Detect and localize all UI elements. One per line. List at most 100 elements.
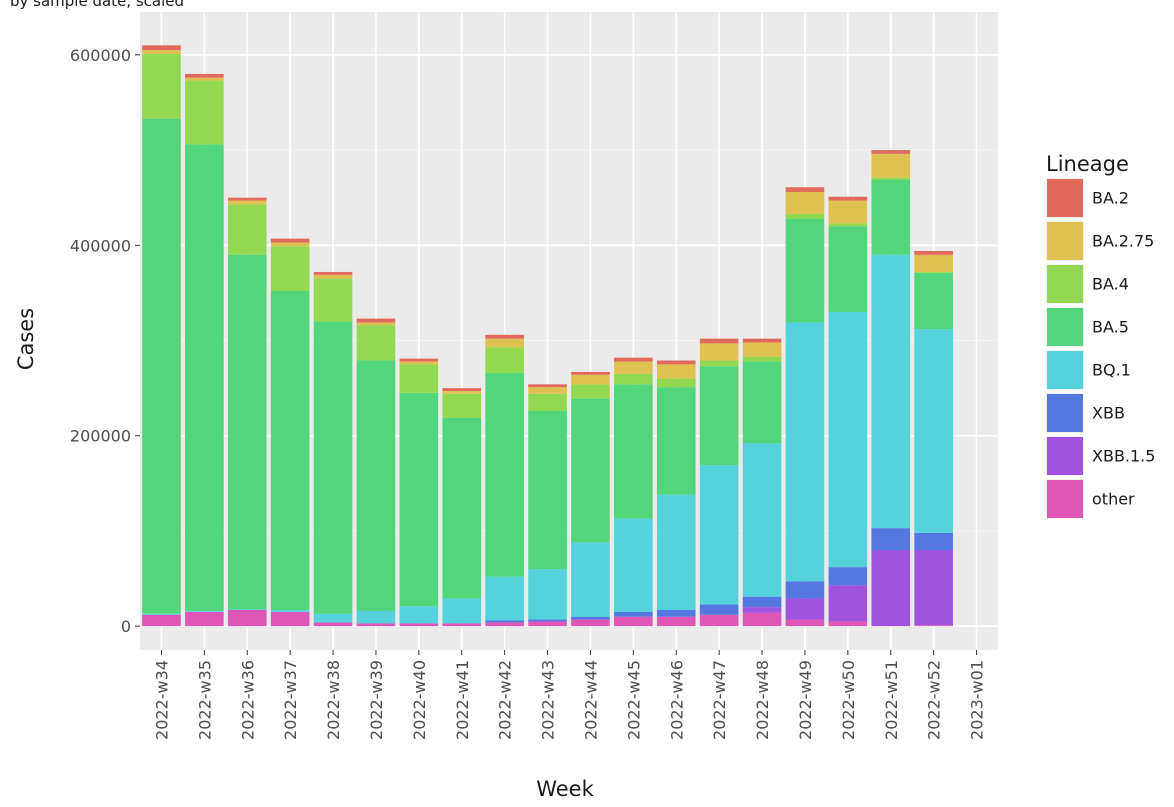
- bar-segment-bq-1: [742, 443, 782, 597]
- bar-segment-ba-4: [914, 271, 953, 273]
- bar-segment-ba-5: [142, 118, 181, 614]
- bar-segment-xbb-1-5: [742, 607, 782, 613]
- bar-segment-ba-2: [528, 384, 567, 388]
- bar-segment-ba-2: [270, 238, 310, 243]
- bar-segment-ba-2: [442, 388, 482, 391]
- bar-segment-other: [528, 621, 567, 627]
- y-axis-ticks: 0 200000 400000 600000: [70, 46, 140, 636]
- x-tick-label: 2022-w37: [281, 660, 300, 740]
- chart-subtitle: by sample date, scaled: [10, 0, 184, 10]
- bar-segment-ba-2: [614, 357, 653, 362]
- bar-segment-ba-4: [614, 373, 653, 385]
- bar-segment-bq-1: [356, 610, 396, 624]
- bar-segment-ba-2: [399, 358, 439, 362]
- bar-segment-ba-5: [356, 360, 396, 611]
- bar-segment-ba-4: [699, 360, 739, 367]
- bar-segment-bq-1: [914, 329, 953, 533]
- bar-segment-bq-1: [571, 542, 610, 617]
- bar-segment-bq-1: [656, 494, 696, 611]
- bar-segment-bq-1: [313, 613, 353, 623]
- bar-segment-ba-4: [571, 384, 610, 399]
- bar-segment-ba-5: [656, 387, 696, 495]
- bar-segment-ba-5: [785, 218, 825, 323]
- bar-segment-ba-2-75: [614, 361, 653, 374]
- bar-segment-ba-2-75: [871, 153, 911, 178]
- bar-segment-ba-4: [656, 378, 696, 388]
- bar-segment-xbb-1-5: [914, 550, 953, 626]
- bar-segment-ba-4: [442, 393, 482, 418]
- bar-segment-ba-5: [270, 291, 310, 611]
- bar-segment-ba-5: [742, 361, 782, 444]
- bar-segment-ba-5: [528, 410, 567, 570]
- bar-segment-other: [914, 625, 953, 627]
- x-tick-label: 2022-w36: [238, 660, 257, 740]
- bar-segment-ba-5: [485, 372, 524, 577]
- bar-segment-xbb: [785, 581, 825, 599]
- bar-segment-ba-4: [185, 80, 224, 145]
- bar-segment-ba-4: [313, 278, 353, 322]
- bar-segment-ba-2-75: [356, 322, 396, 326]
- bar-segment-bq-1: [442, 598, 482, 624]
- y-tick-label: 400000: [70, 236, 131, 255]
- bar-segment-ba-2-75: [528, 387, 567, 394]
- bar-segment-xbb: [571, 616, 610, 620]
- x-tick-label: 2022-w47: [710, 660, 729, 740]
- legend-swatch: [1047, 308, 1083, 346]
- bar-segment-other: [485, 622, 524, 627]
- x-tick-label: 2022-w52: [925, 660, 944, 740]
- bar-segment-ba-2-75: [656, 364, 696, 379]
- bar-segment-ba-2-75: [785, 191, 825, 214]
- bar-segment-bq-1: [142, 613, 181, 615]
- bar-segment-ba-4: [528, 393, 567, 411]
- bar-segment-ba-4: [871, 177, 911, 180]
- bar-segment-xbb: [485, 620, 524, 623]
- bar-segment-ba-4: [785, 213, 825, 219]
- x-tick-label: 2022-w42: [496, 660, 515, 740]
- x-tick-label: 2022-w45: [624, 660, 643, 740]
- bar-segment-xbb: [528, 619, 567, 622]
- x-tick-label: 2022-w48: [753, 660, 772, 740]
- bar-segment-ba-2-75: [227, 200, 267, 205]
- legend-label: BA.2: [1092, 189, 1129, 208]
- bar-segment-ba-2: [656, 360, 696, 365]
- bar-segment-ba-4: [227, 204, 267, 255]
- y-tick-label: 600000: [70, 46, 131, 65]
- x-tick-label: 2022-w49: [796, 660, 815, 740]
- bar-segment-bq-1: [399, 606, 439, 624]
- bar-segment-ba-5: [227, 254, 267, 610]
- bar-segment-ba-4: [742, 356, 782, 362]
- bar-segment-bq-1: [785, 322, 825, 582]
- bar-segment-bq-1: [227, 609, 267, 611]
- bar-segment-bq-1: [528, 569, 567, 620]
- x-tick-label: 2022-w39: [367, 660, 386, 740]
- bar-segment-ba-2-75: [742, 342, 782, 357]
- x-tick-label: 2022-w43: [539, 660, 558, 740]
- bar-segment-other: [828, 621, 868, 627]
- bar-segment-ba-2-75: [699, 343, 739, 361]
- bar-segment-ba-2: [356, 318, 396, 323]
- bar-segment-other: [270, 611, 310, 627]
- bar-segment-ba-2-75: [914, 254, 953, 272]
- legend-title: Lineage: [1046, 152, 1129, 176]
- bar-segment-ba-2: [828, 196, 868, 201]
- x-tick-label: 2022-w34: [152, 660, 171, 740]
- legend-swatch: [1047, 222, 1083, 260]
- legend-label: XBB.1.5: [1092, 447, 1155, 466]
- bar-segment-other: [699, 614, 739, 627]
- bar-segment-ba-2: [485, 334, 524, 339]
- legend-swatch: [1047, 351, 1083, 389]
- bar-segment-ba-5: [614, 384, 653, 519]
- bar-segment-other: [142, 614, 181, 627]
- bar-segment-bq-1: [485, 576, 524, 621]
- bar-segment-ba-2: [742, 338, 782, 343]
- legend: Lineage BA.2 BA.2.75 BA.4 BA.5 BQ.1 XBB XBB.1.…: [1046, 152, 1155, 519]
- bar-segment-ba-2: [699, 338, 739, 344]
- bar-segment-ba-4: [399, 364, 439, 393]
- legend-label: BA.4: [1092, 275, 1129, 294]
- x-tick-label: 2022-w44: [581, 660, 600, 740]
- bar-segment-xbb: [914, 532, 953, 551]
- x-tick-label: 2022-w46: [667, 660, 686, 740]
- bar-segment-ba-2: [227, 197, 267, 201]
- bar-segment-xbb: [656, 610, 696, 617]
